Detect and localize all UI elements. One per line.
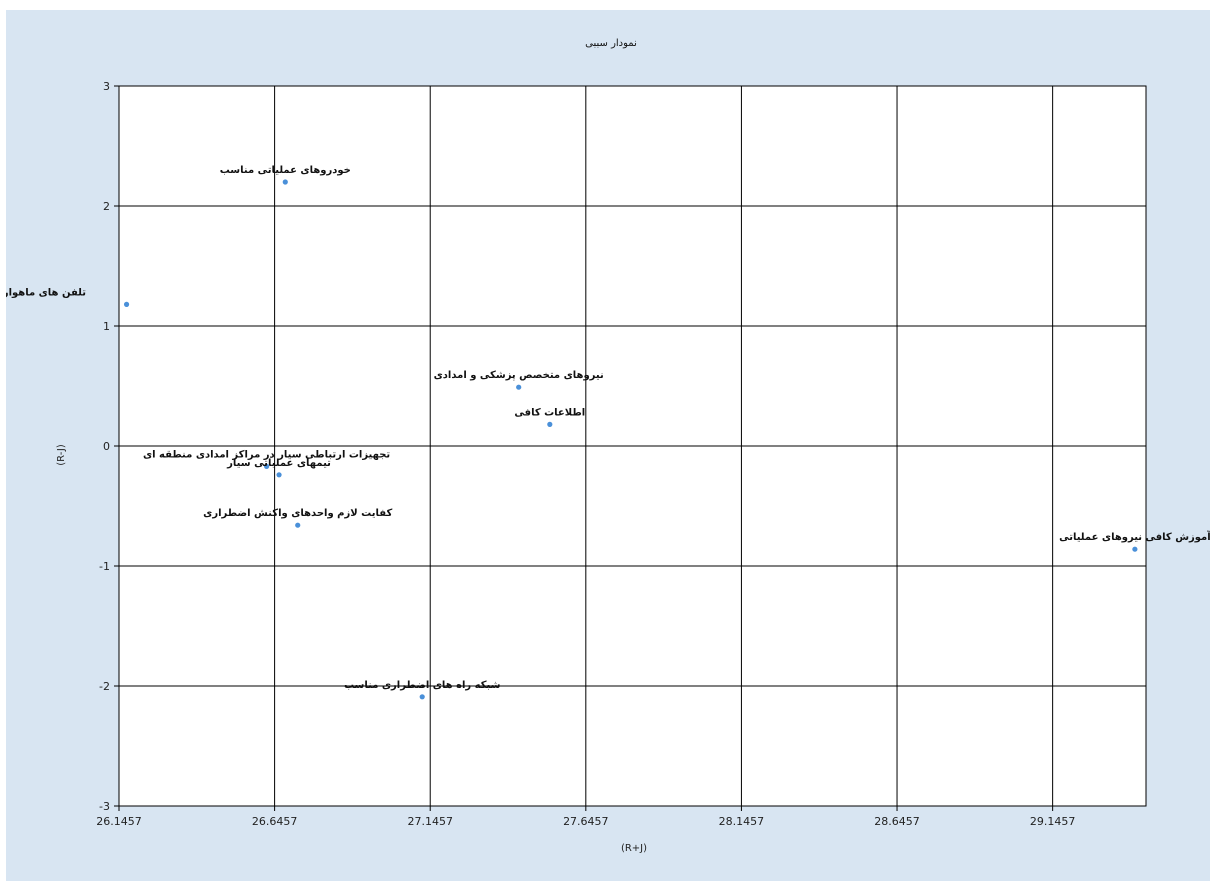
x-tick-label: 27.1457 bbox=[407, 815, 453, 828]
data-point bbox=[419, 694, 425, 700]
x-tick-label: 26.1457 bbox=[96, 815, 142, 828]
x-axis-label: (R+J) bbox=[621, 843, 647, 854]
data-point-label: نیروهای متخصص پزشکی و امدادی bbox=[434, 370, 604, 381]
data-point bbox=[295, 522, 301, 528]
data-point bbox=[264, 463, 270, 469]
y-tick-label: -2 bbox=[99, 680, 110, 693]
data-points: خودروهای عملیاتی مناسب تلفن های ماهواره ا… bbox=[6, 165, 1210, 700]
y-axis-ticks: 3 2 1 0 -1 -2 -3 bbox=[99, 80, 119, 813]
y-tick-label: -3 bbox=[99, 800, 110, 813]
x-tick-label: 26.6457 bbox=[252, 815, 298, 828]
y-tick-label: -1 bbox=[99, 560, 110, 573]
y-axis-label: (R-J) bbox=[56, 444, 67, 466]
data-point-label: کفایت لازم واحدهای واکنش اضطراری bbox=[203, 508, 392, 519]
y-tick-label: 1 bbox=[103, 320, 110, 333]
y-tick-label: 0 bbox=[103, 440, 110, 453]
x-tick-label: 27.6457 bbox=[563, 815, 609, 828]
data-point bbox=[282, 179, 288, 185]
data-point bbox=[516, 384, 522, 390]
data-point-label: خودروهای عملیاتی مناسب bbox=[220, 165, 351, 176]
chart-title: نمودار سببی bbox=[585, 38, 637, 49]
data-point bbox=[547, 421, 553, 427]
data-point-label: تجهیزات ارتباطی سیار در مراکز امدادی منط… bbox=[143, 449, 390, 460]
x-axis-ticks: 26.1457 26.6457 27.1457 27.6457 28.1457 28.64… bbox=[96, 806, 1075, 828]
data-point bbox=[123, 301, 130, 307]
scatter-chart: نمودار سببی 26.1457 26.6457 27.1457 27.6457… bbox=[6, 38, 1210, 854]
x-tick-label: 28.6457 bbox=[874, 815, 920, 828]
data-point-label: اطلاعات کافی bbox=[514, 407, 585, 418]
chart-panel: نمودار سببی 26.1457 26.6457 27.1457 27.6457… bbox=[6, 10, 1210, 881]
data-point bbox=[1132, 546, 1138, 552]
data-point-label: تلفن های ماهواره ای bbox=[6, 287, 86, 298]
y-tick-label: 2 bbox=[103, 200, 110, 213]
data-point-label: تیمهای عملیاتی سیار bbox=[226, 458, 331, 469]
y-tick-label: 3 bbox=[103, 80, 110, 93]
x-tick-label: 28.1457 bbox=[719, 815, 765, 828]
data-point bbox=[276, 472, 282, 478]
x-tick-label: 29.1457 bbox=[1030, 815, 1076, 828]
data-point-label: آموزش کافی نیروهای عملیاتی bbox=[1059, 530, 1210, 543]
data-point-label: شبکه راه های اضطراری مناسب bbox=[344, 680, 501, 691]
